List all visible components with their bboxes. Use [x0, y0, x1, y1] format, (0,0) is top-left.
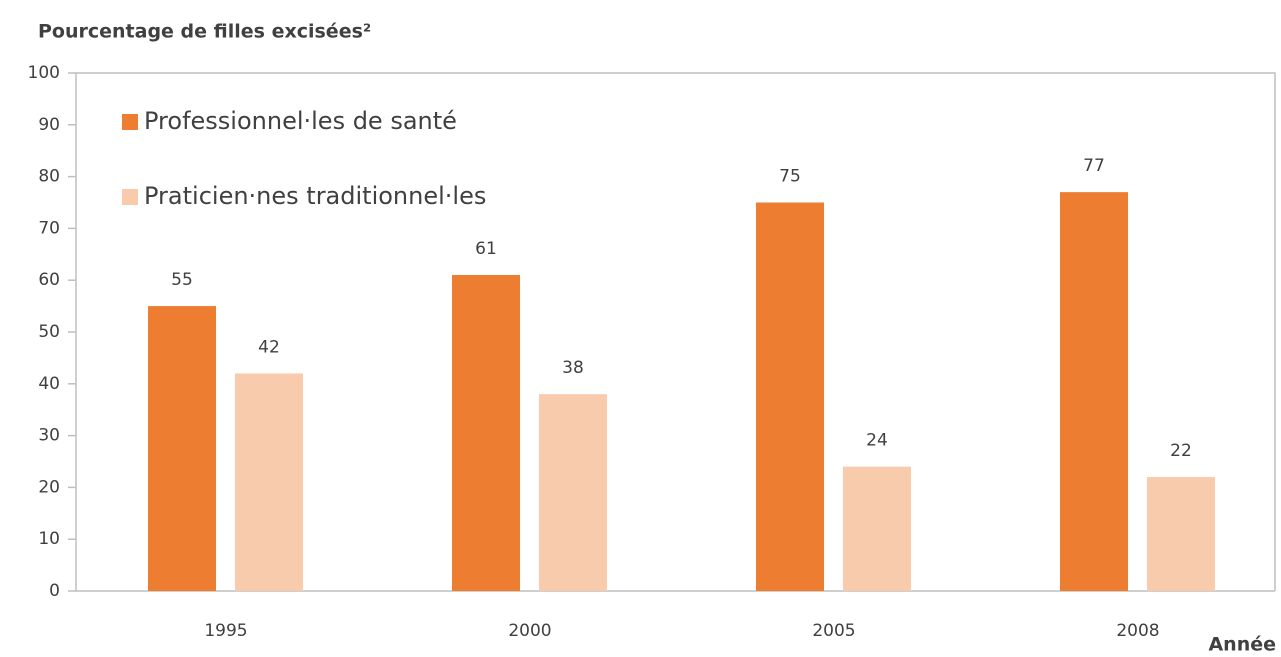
value-label: 55	[171, 270, 193, 290]
y-tick-label: 20	[38, 477, 60, 497]
bar	[539, 394, 607, 591]
y-tick-label: 30	[38, 426, 60, 446]
bar	[235, 373, 303, 591]
value-label: 61	[475, 239, 497, 259]
y-tick-label: 50	[38, 322, 60, 342]
x-axis-label: Année	[1208, 634, 1276, 656]
y-tick-label: 40	[38, 374, 60, 394]
value-label: 77	[1083, 156, 1105, 176]
bar	[148, 306, 216, 591]
plot-frame	[75, 72, 1276, 591]
x-tick-label: 2005	[812, 621, 855, 641]
bar	[1147, 477, 1215, 591]
value-label: 38	[562, 358, 584, 378]
y-tick-label: 80	[38, 167, 60, 187]
value-label: 24	[866, 431, 888, 451]
bar	[452, 275, 520, 591]
y-tick-label: 60	[38, 270, 60, 290]
legend-label: Praticien·nes traditionnel·les	[144, 182, 486, 210]
x-tick-label: 2000	[508, 621, 551, 641]
y-tick-label: 90	[38, 115, 60, 135]
x-tick-label: 2008	[1116, 621, 1159, 641]
bar	[756, 202, 824, 591]
value-label: 75	[779, 167, 801, 187]
bar	[843, 466, 911, 591]
value-label: 42	[258, 337, 280, 357]
chart-title: Pourcentage de filles excisées²	[38, 21, 371, 43]
value-label: 22	[1170, 441, 1192, 461]
y-tick-label: 100	[28, 63, 60, 83]
y-tick-label: 0	[49, 581, 60, 601]
x-tick-label: 1995	[204, 621, 247, 641]
legend-swatch	[122, 189, 138, 205]
bar	[1060, 192, 1128, 591]
y-tick-label: 10	[38, 529, 60, 549]
legend-swatch	[122, 114, 138, 130]
legend-label: Professionnel·les de santé	[144, 107, 457, 135]
y-tick-label: 70	[38, 218, 60, 238]
